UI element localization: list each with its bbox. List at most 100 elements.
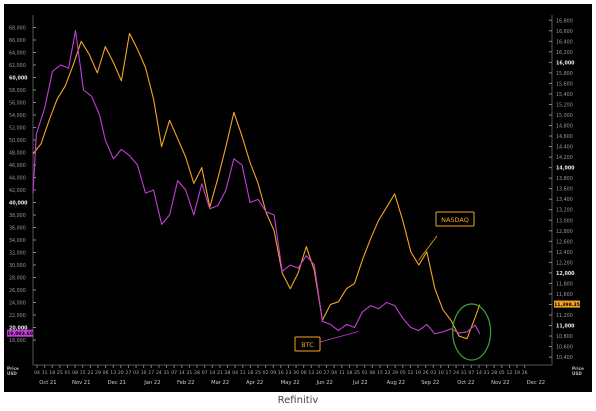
right-tick-label: 13,400 [556, 197, 573, 203]
left-unit-label: USD [7, 371, 17, 376]
x-tick-label: 31 [164, 370, 170, 376]
btc-label: BTC [301, 341, 314, 349]
left-tick-label: 26,000 [9, 288, 26, 294]
left-tick-label: 44,000 [9, 176, 26, 182]
x-tick-label: 27 [126, 370, 132, 376]
right-tick-label: 15,000 [556, 113, 573, 119]
x-tick-label: 18 [49, 370, 55, 376]
x-tick-label: 13 [110, 370, 116, 376]
right-tick-label: 11,000 [556, 324, 575, 330]
x-tick-label: 22 [385, 370, 391, 376]
x-month-label: Dec 21 [108, 380, 126, 386]
right-tick-label: 11,600 [556, 292, 573, 298]
x-month-label: Jul 22 [352, 380, 368, 386]
x-tick-label: 15 [377, 370, 383, 376]
right-tick-label: 13,200 [556, 208, 573, 214]
right-tick-label: 16,400 [556, 39, 573, 45]
x-month-label: Sep 22 [421, 380, 439, 386]
x-tick-label: 12 [507, 370, 513, 376]
right-unit-label: USD [572, 371, 582, 376]
right-tick-label: 16,200 [556, 50, 573, 56]
left-tick-label: 40,000 [9, 201, 28, 207]
chart-panel: 18,000 20,000 22,000 24,000 26,000 28,000 30,0… [4, 4, 592, 392]
x-tick-label: 11 [240, 370, 246, 376]
x-tick-label: 07 [171, 370, 177, 376]
x-month-label: Jun 22 [315, 380, 332, 386]
left-tick-label: 36,000 [9, 226, 26, 232]
btc-callout-line [319, 331, 359, 343]
x-tick-label: 05 [499, 370, 505, 376]
x-tick-label: 15 [80, 370, 86, 376]
right-tick-label: 15,800 [556, 71, 573, 77]
x-tick-label: 28 [194, 370, 200, 376]
right-tick-label: 14,600 [556, 134, 573, 140]
x-tick-label: 13 [308, 370, 314, 376]
x-tick-label: 06 [103, 370, 109, 376]
nasdaq-label: NASDAQ [441, 216, 469, 224]
x-month-label: May 22 [281, 380, 300, 386]
brand-label: Refinitiv [277, 395, 319, 406]
x-month-label: Feb 22 [177, 380, 194, 386]
x-tick-label: 23 [286, 370, 292, 376]
right-tick-label: 12,200 [556, 260, 573, 266]
left-tick-label: 58,000 [9, 88, 26, 94]
x-tick-label: 14 [209, 370, 215, 376]
x-tick-label: 09 [270, 370, 276, 376]
x-month-label: Mar 22 [211, 380, 229, 386]
x-tick-label: 30 [293, 370, 299, 376]
x-tick-label: 22 [87, 370, 93, 376]
highlight-circle [452, 303, 492, 361]
x-tick-label: 11 [339, 370, 345, 376]
left-tick-label: 68,000 [9, 26, 26, 32]
right-tick-label: 16,000 [556, 60, 575, 66]
x-tick-label: 17 [148, 370, 154, 376]
right-tick-label: 12,800 [556, 229, 573, 235]
right-tick-label: 12,400 [556, 250, 573, 256]
left-tick-label: 66,000 [9, 38, 26, 44]
last-value-label-btc: 19,003.60 [7, 331, 33, 337]
x-tick-label: 07 [468, 370, 474, 376]
x-tick-label: 25 [354, 370, 360, 376]
right-tick-label: 14,000 [556, 166, 575, 172]
x-tick-label: 26 [522, 370, 528, 376]
right-tick-label: 12,600 [556, 239, 573, 245]
x-tick-label: 03 [133, 370, 139, 376]
right-tick-label: 11,800 [556, 281, 573, 287]
left-tick-label: 62,000 [9, 63, 26, 69]
x-tick-label: 08 [369, 370, 375, 376]
x-tick-label: 17 [446, 370, 452, 376]
right-tick-label: 11,200 [556, 313, 573, 319]
x-tick-label: 24 [156, 370, 162, 376]
left-tick-label: 24,000 [9, 301, 26, 307]
right-tick-label: 14,400 [556, 145, 573, 151]
left-unit-label: Price [7, 366, 19, 371]
x-month-label: Nov 22 [491, 380, 509, 386]
right-tick-label: 16,600 [556, 29, 573, 35]
x-tick-label: 29 [95, 370, 101, 376]
left-tick-label: 22,000 [9, 313, 26, 319]
x-tick-label: 21 [186, 370, 192, 376]
x-tick-label: 01 [65, 370, 71, 376]
x-tick-label: 27 [324, 370, 330, 376]
nasdaq-label-box [435, 211, 475, 227]
left-tick-label: 28,000 [9, 276, 26, 282]
left-tick-label: 20,000 [9, 326, 28, 332]
x-tick-label: 14 [179, 370, 185, 376]
right-tick-label: 12,000 [556, 271, 575, 277]
btc-label-box [294, 336, 321, 352]
x-month-label: Oct 22 [457, 380, 474, 386]
x-tick-label: 20 [316, 370, 322, 376]
nasdaq-callout-line [418, 235, 438, 261]
right-tick-label: 15,200 [556, 102, 573, 108]
right-tick-label: 10,600 [556, 345, 573, 351]
right-tick-label: 14,800 [556, 124, 573, 130]
x-month-label: Apr 22 [246, 380, 263, 386]
x-tick-label: 04 [331, 370, 337, 376]
x-tick-label: 03 [430, 370, 436, 376]
x-tick-label: 25 [57, 370, 63, 376]
right-tick-label: 14,200 [556, 155, 573, 161]
x-tick-label: 21 [217, 370, 223, 376]
left-tick-label: 46,000 [9, 163, 26, 169]
x-tick-label: 11 [42, 370, 48, 376]
